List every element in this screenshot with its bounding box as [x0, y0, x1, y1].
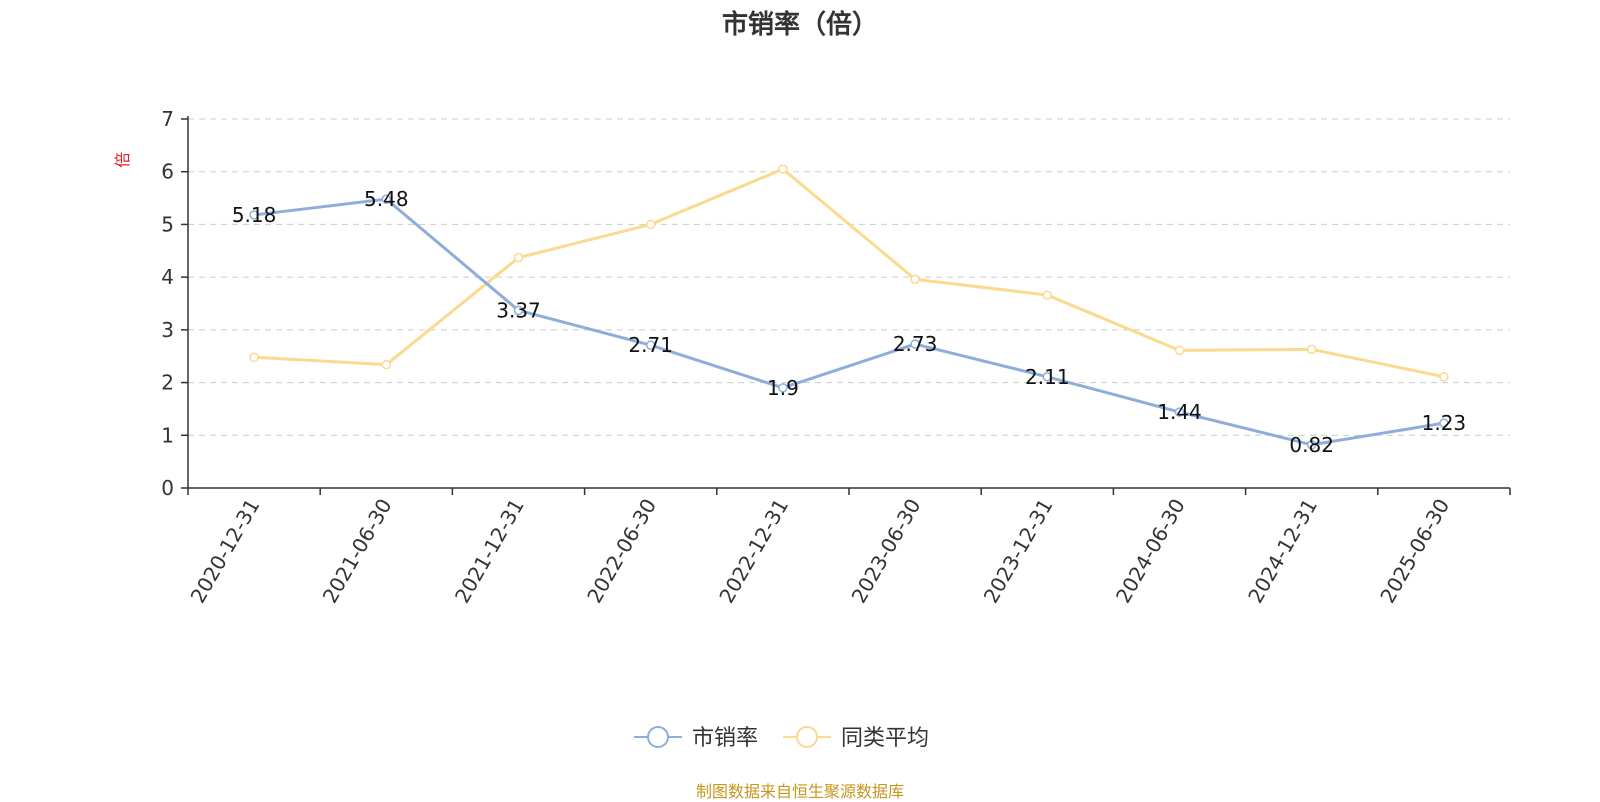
data-label: 5.18: [232, 203, 277, 227]
y-tick-label: 0: [161, 476, 174, 500]
data-point: [910, 339, 920, 349]
y-tick-label: 2: [161, 371, 174, 395]
x-tick-label: 2023-06-30: [847, 495, 926, 608]
data-point: [1306, 344, 1317, 355]
data-point: [381, 194, 392, 204]
data-label: 0.82: [1289, 433, 1334, 457]
x-tick-label: 2022-12-31: [714, 495, 793, 608]
x-tick-label: 2020-12-31: [186, 495, 265, 608]
y-tick-label: 5: [161, 212, 174, 236]
legend-marker: [647, 726, 669, 748]
data-point: [1439, 418, 1449, 428]
x-tick-label: 2024-06-30: [1111, 495, 1190, 608]
data-label: 2.71: [628, 333, 673, 357]
data-point: [513, 252, 524, 263]
x-tick-label: 2021-06-30: [318, 495, 397, 608]
x-tick-label: 2025-06-30: [1375, 495, 1454, 608]
data-label: 1.9: [767, 376, 799, 400]
x-tick-label: 2024-12-31: [1243, 495, 1322, 608]
x-tick-label: 2023-12-31: [979, 495, 1058, 608]
data-label: 1.23: [1422, 411, 1467, 435]
data-point: [1042, 290, 1053, 300]
data-label: 5.48: [364, 187, 409, 211]
y-axis-unit-label: 倍: [113, 152, 132, 168]
data-label: 2.73: [893, 332, 938, 356]
data-point: [645, 219, 656, 230]
legend-marker: [796, 726, 818, 748]
legend-label: 同类平均: [841, 726, 929, 751]
data-point: [1042, 372, 1053, 382]
data-point: [910, 274, 920, 285]
series-line: [254, 167, 1445, 379]
y-tick-label: 1: [161, 423, 174, 447]
data-point: [778, 383, 788, 393]
y-tick-label: 3: [161, 318, 174, 342]
data-point: [645, 340, 656, 350]
data-point: [249, 210, 259, 220]
data-point: [1306, 440, 1317, 450]
data-point: [513, 305, 524, 316]
chart-title: 市销率（倍）: [721, 10, 878, 40]
y-tick-label: 7: [161, 107, 174, 131]
data-point: [249, 352, 259, 363]
data-point: [1174, 407, 1185, 417]
y-tick-label: 6: [161, 160, 174, 184]
data-label: 1.44: [1157, 400, 1202, 424]
data-point: [778, 164, 788, 174]
legend-label: 市销率: [692, 726, 758, 751]
data-point: [381, 359, 392, 370]
data-point: [1439, 372, 1449, 382]
data-label: 3.37: [496, 298, 541, 322]
series-line: [253, 197, 1445, 447]
y-tick-label: 4: [161, 265, 174, 289]
data-label: 2.11: [1025, 365, 1070, 389]
x-tick-label: 2021-12-31: [450, 495, 529, 608]
data-source-note: 制图数据来自恒生聚源数据库: [695, 782, 904, 801]
data-point: [1174, 345, 1185, 356]
x-tick-label: 2022-06-30: [582, 495, 661, 608]
